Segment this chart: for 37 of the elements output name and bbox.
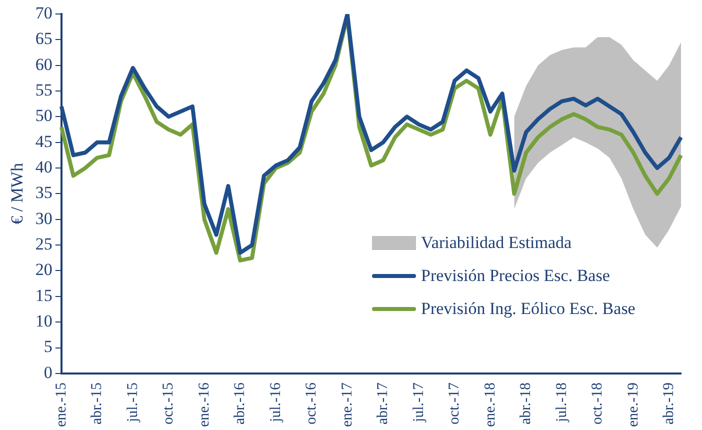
x-tick-label: jul.-17	[410, 382, 427, 424]
y-axis-title: € / MWh	[8, 162, 27, 224]
x-tick-label: ene.-18	[482, 382, 498, 427]
y-tick-label: 70	[35, 3, 52, 22]
y-tick-label: 5	[44, 337, 52, 356]
x-tick-label: abr.-17	[375, 382, 392, 425]
x-tick-label: oct.-17	[446, 382, 463, 425]
x-tick-label: ene.-19	[625, 382, 642, 427]
y-tick-label: 65	[35, 29, 52, 48]
y-tick-label: 55	[35, 80, 52, 100]
y-tick-label: 20	[35, 260, 52, 280]
x-tick-label: abr.-18	[518, 382, 534, 425]
y-tick-label: 25	[35, 234, 52, 254]
x-tick-label: abr.-15	[89, 382, 106, 425]
y-tick-label: 50	[35, 106, 52, 126]
legend-label: Previsión Ing. Eólico Esc. Base	[421, 298, 636, 318]
x-tick-label: jul.-15	[124, 382, 141, 424]
y-tick-label: 15	[35, 286, 52, 305]
y-tick-label: 45	[35, 132, 52, 151]
y-tick-label: 30	[35, 208, 52, 228]
x-tick-label: jul.-18	[554, 382, 570, 424]
y-tick-label: 0	[44, 362, 52, 382]
y-tick-label: 10	[35, 312, 52, 331]
y-tick-label: 35	[35, 183, 52, 202]
x-tick-label: abr.-16	[232, 382, 248, 425]
x-tick-label: oct.-18	[590, 382, 606, 425]
x-tick-label: oct.-16	[304, 382, 320, 425]
x-tick-label: abr.-19	[661, 382, 678, 425]
legend-label: Variabilidad Estimada	[421, 232, 572, 252]
x-tick-label: jul.-16	[268, 382, 284, 424]
y-tick-label: 40	[35, 158, 52, 177]
x-tick-label: oct.-15	[160, 382, 177, 425]
x-tick-label: ene.-15	[53, 382, 70, 427]
legend-label: Previsión Precios Esc. Base	[421, 266, 610, 286]
y-tick-label: 60	[35, 54, 52, 74]
x-tick-label: ene.-17	[339, 382, 356, 427]
x-tick-label: ene.-16	[196, 382, 212, 427]
